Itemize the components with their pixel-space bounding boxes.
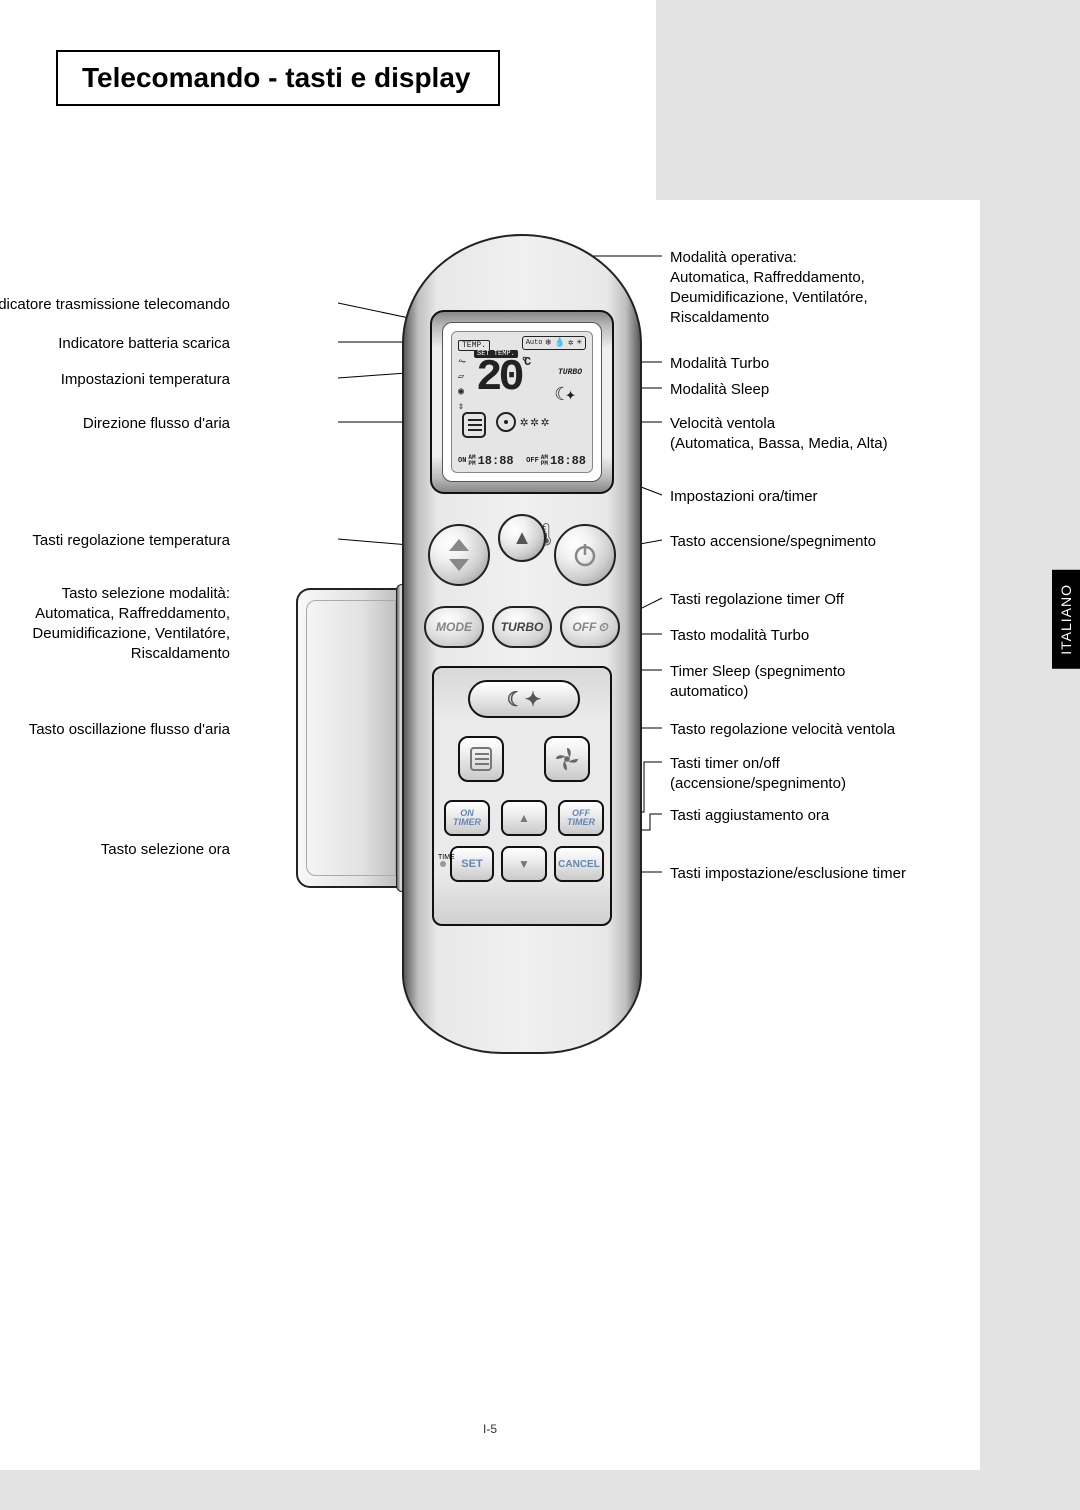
lcd-auto-text: Auto: [526, 339, 543, 347]
mode-button[interactable]: MODE: [424, 606, 484, 648]
lcd-off-digits: 18:88: [550, 454, 586, 468]
time-down-button[interactable]: ▼: [501, 846, 547, 882]
droplet-icon: 💧: [554, 338, 565, 348]
sleep-button[interactable]: ☾✦: [468, 680, 580, 718]
sun-icon: ☀: [577, 338, 582, 348]
fan-blades-icon: ✲✲✲: [520, 414, 551, 431]
swing-icon: [462, 412, 486, 438]
power-button[interactable]: [554, 524, 616, 586]
lcd-temp-chip: TEMP.: [458, 340, 490, 351]
lcd-screen: ⏦ ▱ ◉ ⇕ TEMP. SET TEMP. Auto ❄ 💧 ✲ ☀: [451, 331, 593, 473]
fan-icon: [496, 412, 516, 432]
lcd-frame: ⏦ ▱ ◉ ⇕ TEMP. SET TEMP. Auto ❄ 💧 ✲ ☀: [430, 310, 614, 494]
lcd-bezel: ⏦ ▱ ◉ ⇕ TEMP. SET TEMP. Auto ❄ 💧 ✲ ☀: [442, 322, 602, 482]
set-button[interactable]: SET: [450, 846, 494, 882]
lcd-on-digits: 18:88: [478, 454, 514, 468]
remote-flap: [296, 588, 404, 888]
off-button[interactable]: OFF⏲: [560, 606, 620, 648]
time-pin: TIME: [438, 854, 455, 868]
lcd-off-label: OFF: [526, 457, 539, 465]
moon-icon: ☾✦: [554, 384, 576, 406]
battery-icon: ▱: [458, 371, 466, 383]
lock-icon: ◉: [458, 386, 466, 398]
temp-up-button[interactable]: ▲: [498, 514, 546, 562]
snowflake-icon: ❄: [546, 338, 551, 348]
language-tab: ITALIANO: [1052, 570, 1080, 669]
time-up-button[interactable]: ▲: [501, 800, 547, 836]
temp-updown-button[interactable]: [428, 524, 490, 586]
page-number: I-5: [0, 1422, 980, 1436]
lower-button-panel: ☾✦ ONTIMER ▲ OFFTIMER SET ▼ CANCEL TIME: [432, 666, 612, 926]
lcd-modes-box: Auto ❄ 💧 ✲ ☀: [522, 336, 586, 350]
lcd-fan-row: ✲✲✲: [496, 412, 551, 432]
lcd-off-timer: OFF AMPM 18:88: [526, 454, 586, 468]
off-timer-button[interactable]: OFFTIMER: [558, 800, 604, 836]
fan-speed-button[interactable]: [544, 736, 590, 782]
lcd-timer-row: ON AMPM 18:88 OFF AMPM 18:88: [458, 454, 586, 468]
manual-page: Telecomando - tasti e display Indicatore…: [0, 0, 980, 1470]
swing-button[interactable]: [458, 736, 504, 782]
remote-control: ⏦ ▱ ◉ ⇕ TEMP. SET TEMP. Auto ❄ 💧 ✲ ☀: [402, 234, 642, 1054]
lcd-side-icons: ⏦ ▱ ◉ ⇕: [458, 356, 466, 413]
lcd-on-label: ON: [458, 457, 466, 465]
pill-button-row: MODE TURBO OFF⏲: [424, 606, 620, 652]
signal-icon: ⏦: [458, 356, 466, 368]
lcd-temp-value: 20°C: [476, 356, 527, 400]
turbo-button[interactable]: TURBO: [492, 606, 552, 648]
round-button-cluster: 🌡 ▲: [428, 514, 616, 604]
cancel-button[interactable]: CANCEL: [554, 846, 604, 882]
on-timer-button[interactable]: ONTIMER: [444, 800, 490, 836]
fan-small-icon: ✲: [568, 338, 573, 348]
lcd-turbo: TURBO: [558, 368, 582, 377]
lcd-on-timer: ON AMPM 18:88: [458, 454, 514, 468]
